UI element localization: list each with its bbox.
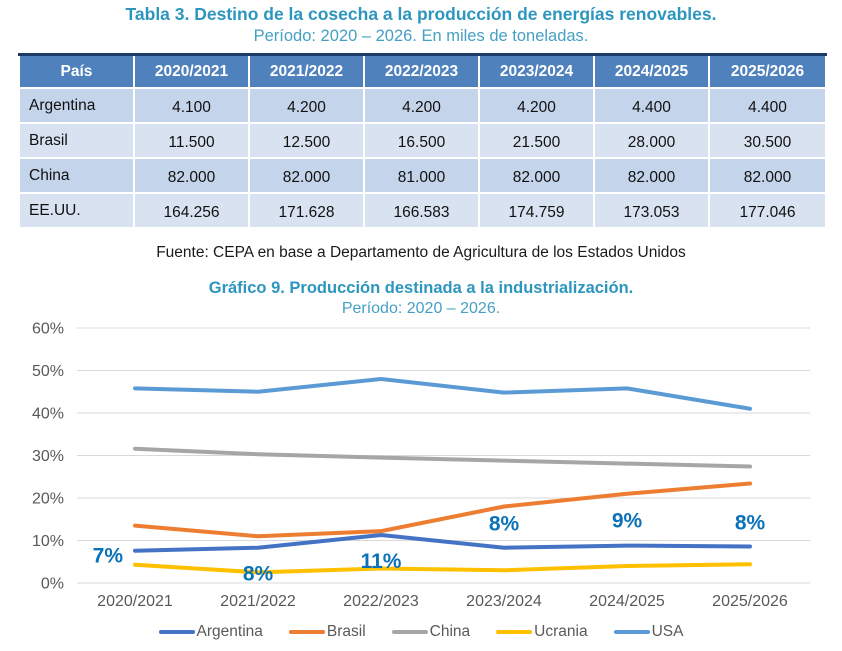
series-line-china (133, 446, 752, 469)
col-header-year: 2021/2022 (248, 53, 365, 89)
data-label: 11% (361, 550, 402, 573)
y-axis-tick-label: 60% (32, 321, 64, 338)
data-label: 8% (243, 563, 274, 586)
legend-line-swatch (496, 630, 533, 634)
legend-label: China (429, 623, 471, 640)
table-row: Brasil 11.500 12.500 16.500 21.500 28.000 30.5… (18, 122, 827, 158)
legend-line-swatch (391, 630, 428, 634)
value-cell: 4.200 (248, 87, 365, 123)
data-label: 8% (489, 513, 520, 536)
x-axis-tick-label: 2022/2023 (343, 593, 419, 610)
value-cell: 30.500 (708, 122, 827, 158)
legend-item: Ucrania (496, 623, 588, 641)
col-header-year: 2020/2021 (133, 53, 250, 89)
table-body: Argentina 4.100 4.200 4.200 4.200 4.400 4.400 B… (18, 87, 827, 227)
x-axis-tick-label: 2021/2022 (220, 593, 296, 610)
legend-line-swatch (158, 630, 195, 634)
chart-svg: 0% 10% 20% 30% 40% 50% 60% 2020/2021 2021/2022 20… (32, 321, 810, 610)
table-row: Argentina 4.100 4.200 4.200 4.200 4.400 4.400 (18, 87, 827, 123)
value-cell: 81.000 (363, 157, 480, 193)
series-line-argentina (133, 532, 752, 553)
source-note: Fuente: CEPA en base a Departamento de A… (156, 244, 686, 261)
table-title: Tabla 3. Destino de la cosecha a la prod… (125, 4, 717, 24)
country-cell: EE.UU. (18, 192, 135, 227)
legend-item: Brasil (288, 623, 366, 641)
table-row: China 82.000 82.000 81.000 82.000 82.000 82.00… (18, 157, 827, 193)
data-label: 8% (735, 511, 766, 534)
y-axis-tick-label: 50% (32, 363, 64, 380)
table-header-row: País 2020/2021 2021/2022 2022/2023 2023/2024… (18, 53, 827, 89)
legend-line-swatch (613, 630, 650, 634)
report-page: Tabla 3. Destino de la cosecha a la prod… (0, 3, 842, 651)
data-label: 7% (93, 545, 124, 568)
chart-subtitle: Período: 2020 – 2026. (341, 300, 501, 317)
value-cell: 82.000 (478, 157, 595, 193)
y-axis-tick-label: 10% (32, 533, 64, 550)
value-cell: 164.256 (133, 192, 250, 227)
data-label: 9% (612, 510, 643, 533)
value-cell: 171.628 (248, 192, 365, 227)
value-cell: 21.500 (478, 122, 595, 158)
value-cell: 16.500 (363, 122, 480, 158)
chart-area: 0% 10% 20% 30% 40% 50% 60% 2020/2021 2021/2022 20… (0, 303, 842, 643)
value-cell: 173.053 (593, 192, 710, 227)
y-axis-tick-label: 30% (32, 448, 64, 465)
x-axis-tick-label: 2024/2025 (589, 593, 665, 610)
value-cell: 4.400 (708, 87, 827, 123)
col-header-year: 2025/2026 (708, 53, 827, 89)
table-subtitle: Período: 2020 – 2026. En miles de tonela… (253, 27, 589, 45)
value-cell: 82.000 (248, 157, 365, 193)
x-axis-tick-label: 2020/2021 (97, 593, 173, 610)
value-cell: 12.500 (248, 122, 365, 158)
col-header-year: 2024/2025 (593, 53, 710, 89)
legend-label: Argentina (196, 623, 263, 640)
col-header-year: 2023/2024 (478, 53, 595, 89)
legend-label: Brasil (326, 623, 366, 640)
country-cell: Argentina (18, 87, 135, 123)
legend-line-swatch (288, 630, 325, 634)
country-cell: Brasil (18, 122, 135, 158)
value-cell: 166.583 (363, 192, 480, 227)
value-cell: 4.200 (363, 87, 480, 123)
value-cell: 28.000 (593, 122, 710, 158)
col-header-year: 2022/2023 (363, 53, 480, 89)
value-cell: 177.046 (708, 192, 827, 227)
y-axis-tick-label: 40% (32, 406, 64, 423)
value-cell: 82.000 (708, 157, 827, 193)
value-cell: 82.000 (593, 157, 710, 193)
y-axis-tick-label: 20% (32, 491, 64, 508)
table-row: EE.UU. 164.256 171.628 166.583 174.759 173.05… (18, 192, 827, 227)
value-cell: 4.400 (593, 87, 710, 123)
value-cell: 174.759 (478, 192, 595, 227)
legend-item: USA (613, 623, 684, 641)
x-axis-tick-label: 2023/2024 (466, 593, 542, 610)
country-cell: China (18, 157, 135, 193)
harvest-table: País 2020/2021 2021/2022 2022/2023 2023/2024… (18, 53, 827, 227)
value-cell: 4.200 (478, 87, 595, 123)
x-axis-tick-label: 2025/2026 (712, 593, 788, 610)
col-header-pais: País (18, 53, 135, 89)
series-line-brasil (133, 481, 752, 539)
value-cell: 11.500 (133, 122, 250, 158)
series-line-ucrania (133, 562, 752, 575)
legend-label: USA (651, 623, 684, 640)
series-line-usa (133, 377, 752, 411)
value-cell: 4.100 (133, 87, 250, 123)
chart-title: Gráfico 9. Producción destinada a la ind… (208, 279, 634, 297)
value-cell: 82.000 (133, 157, 250, 193)
y-axis-tick-label: 0% (41, 576, 64, 593)
legend-label: Ucrania (534, 623, 588, 640)
chart-legend: Argentina Brasil China Ucrania USA (0, 621, 842, 643)
legend-item: China (391, 623, 471, 641)
legend-item: Argentina (158, 623, 263, 641)
